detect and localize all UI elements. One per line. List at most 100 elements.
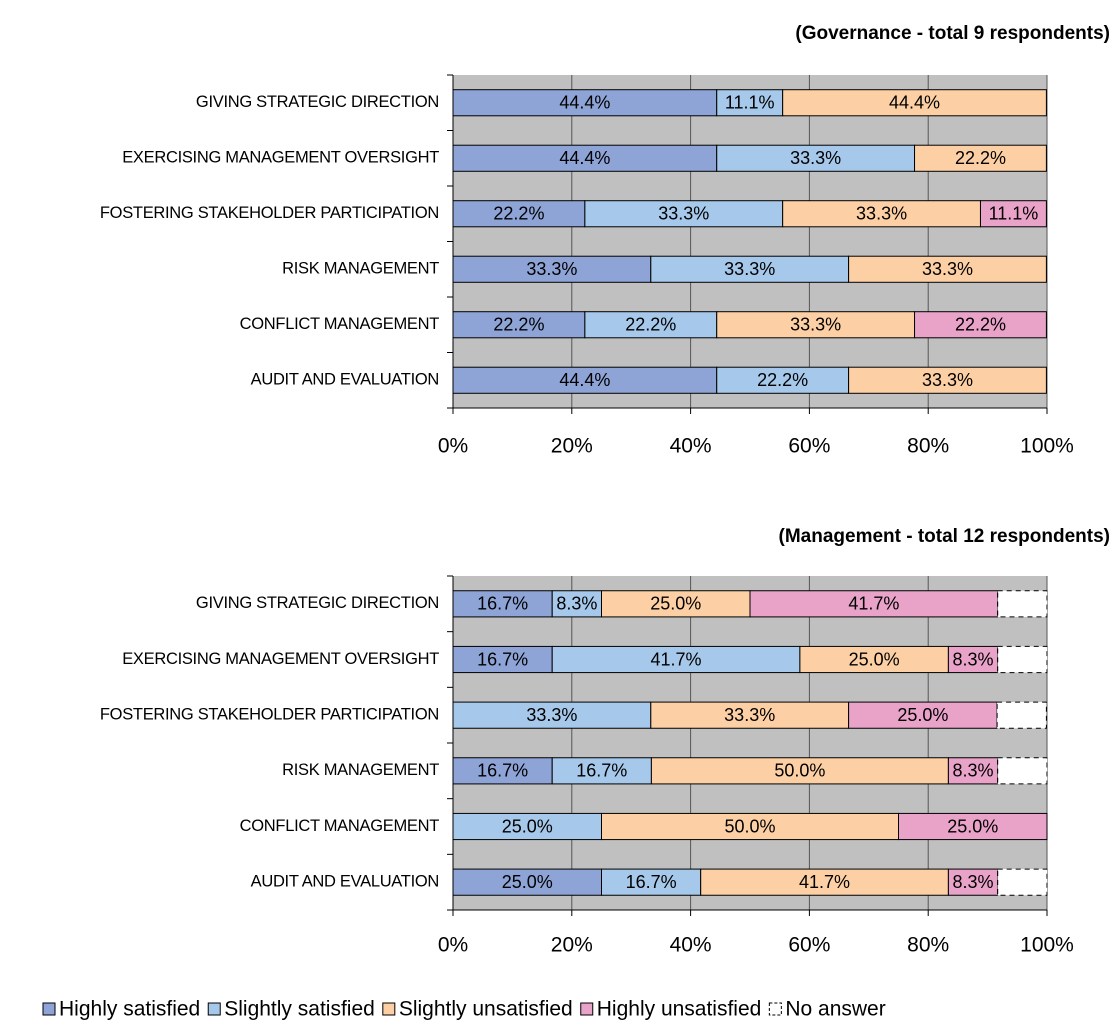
y-tick-label: EXERCISING MANAGEMENT OVERSIGHT (122, 149, 439, 167)
bar-segment (650, 757, 949, 785)
y-tick-label: AUDIT AND EVALUATION (251, 371, 439, 389)
bar-segment (782, 200, 981, 228)
x-tick-label: 80% (907, 435, 949, 458)
bar-segment (996, 701, 1047, 729)
bar-segment (979, 200, 1047, 228)
x-tick-label: 20% (551, 435, 593, 458)
bar-segment (716, 366, 850, 394)
data-label: 33.3% (790, 315, 841, 335)
data-label: 41.7% (651, 649, 702, 669)
plot-area (453, 75, 1047, 408)
bar-segment (700, 868, 949, 896)
data-label: 33.3% (724, 705, 775, 725)
data-label: 33.3% (922, 370, 973, 390)
data-label: 11.1% (725, 93, 775, 113)
legend-swatch (42, 1002, 56, 1016)
data-label: 16.7% (477, 649, 528, 669)
data-label: 22.2% (757, 370, 808, 390)
data-label: 33.3% (790, 148, 841, 168)
data-label: 25.0% (502, 816, 553, 836)
chart-title: (Governance - total 9 respondents) (795, 23, 1110, 44)
data-label: 33.3% (922, 259, 973, 279)
x-tick-label: 40% (670, 435, 712, 458)
data-label: 33.3% (526, 705, 577, 725)
bar-segment (551, 590, 602, 618)
data-label: 44.4% (559, 93, 610, 113)
data-label: 50.0% (774, 761, 825, 781)
y-tick-label: AUDIT AND EVALUATION (251, 873, 439, 891)
bar-segment (947, 868, 999, 896)
bar-segment (452, 701, 652, 729)
y-tick-label: FOSTERING STAKEHOLDER PARTICIPATION (100, 706, 439, 724)
y-tick-label: CONFLICT MANAGEMENT (240, 315, 440, 333)
x-tick-label: 80% (907, 934, 949, 957)
data-label: 44.4% (559, 370, 610, 390)
data-label: 25.0% (650, 594, 701, 614)
data-label: 25.0% (947, 816, 998, 836)
data-label: 22.2% (493, 315, 544, 335)
y-tick-label: GIVING STRATEGIC DIRECTION (196, 594, 439, 612)
plot-area (453, 576, 1047, 910)
bar-segment (997, 645, 1048, 674)
bar-segment (584, 311, 718, 339)
x-tick-label: 60% (788, 934, 830, 957)
data-label: 25.0% (849, 649, 900, 669)
data-label: 8.3% (953, 761, 994, 781)
bar-segment (749, 590, 999, 618)
data-label: 44.4% (559, 148, 610, 168)
data-label: 44.4% (889, 93, 940, 113)
legend-swatch (382, 1002, 396, 1016)
y-tick-label: RISK MANAGEMENT (282, 761, 439, 779)
data-label: 33.3% (856, 204, 907, 224)
data-label: 33.3% (526, 259, 577, 279)
data-label: 50.0% (724, 816, 775, 836)
data-label: 22.2% (955, 315, 1006, 335)
data-label: 11.1% (989, 204, 1039, 224)
bar-segment (452, 255, 652, 283)
y-tick-label: RISK MANAGEMENT (282, 260, 439, 278)
x-tick-label: 60% (788, 435, 830, 458)
data-label: 8.3% (556, 594, 597, 614)
y-tick-label: GIVING STRATEGIC DIRECTION (196, 93, 439, 111)
bar-segment (551, 645, 801, 674)
bar-segment (848, 366, 1047, 394)
y-tick-label: CONFLICT MANAGEMENT (240, 817, 440, 835)
bar-segment (997, 757, 1048, 785)
bar-segment (914, 311, 1047, 339)
data-label: 8.3% (953, 649, 994, 669)
bar-segment (997, 868, 1048, 896)
data-label: 22.2% (493, 204, 544, 224)
x-tick-label: 40% (670, 934, 712, 957)
data-label: 16.7% (626, 872, 677, 892)
bar-segment (848, 255, 1047, 283)
bar-segment (584, 200, 784, 228)
bar-segment (914, 144, 1047, 172)
bar-segment (716, 144, 916, 172)
data-label: 25.0% (502, 872, 553, 892)
bar-segment (452, 812, 602, 841)
bar-segment (452, 311, 586, 339)
bar-segment (601, 812, 899, 841)
data-label: 41.7% (848, 594, 899, 614)
legend-label: Slightly unsatisfied (399, 998, 573, 1021)
data-label: 22.2% (625, 315, 676, 335)
y-tick-label: FOSTERING STAKEHOLDER PARTICIPATION (100, 204, 439, 222)
x-tick-label: 0% (438, 934, 468, 957)
bar-segment (452, 144, 718, 172)
data-label: 16.7% (477, 594, 528, 614)
data-label: 33.3% (724, 259, 775, 279)
bar-segment (452, 757, 553, 785)
chart-title: (Management - total 12 respondents) (779, 526, 1111, 547)
data-label: 25.0% (897, 705, 948, 725)
data-label: 33.3% (658, 204, 709, 224)
data-label: 16.7% (477, 761, 528, 781)
legend-label: Slightly satisfied (224, 998, 375, 1021)
bar-segment (716, 311, 916, 339)
x-tick-label: 100% (1020, 435, 1074, 458)
data-label: 8.3% (953, 872, 994, 892)
x-tick-label: 0% (438, 435, 468, 458)
legend-swatch (580, 1002, 594, 1016)
legend-swatch (207, 1002, 221, 1016)
bar-segment (650, 701, 850, 729)
